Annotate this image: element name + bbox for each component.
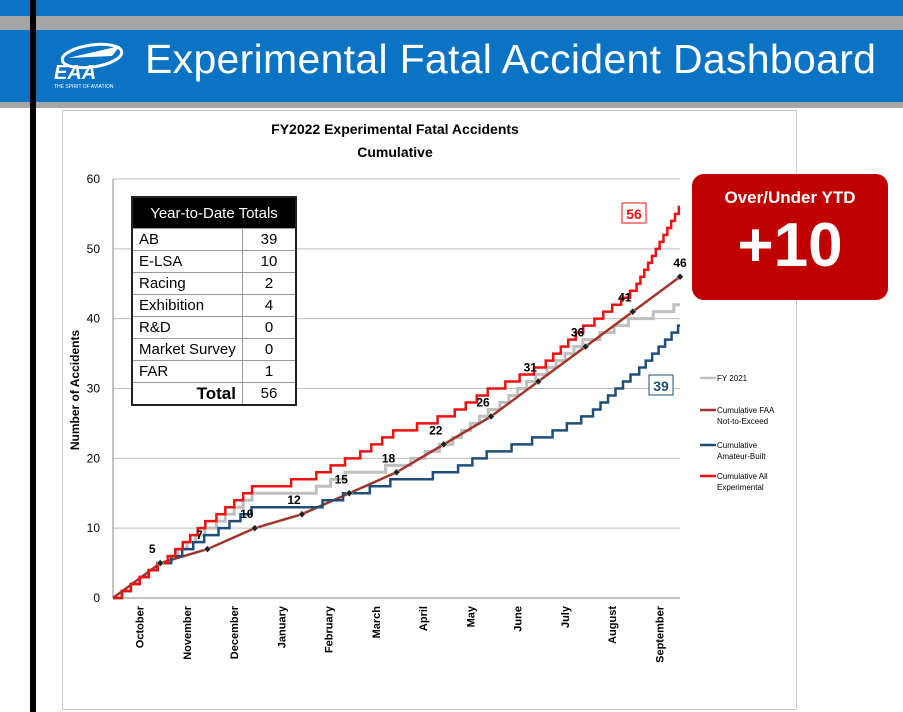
grey-stripe — [0, 102, 903, 108]
over-under-title: Over/Under YTD — [724, 188, 856, 207]
top-band — [0, 0, 903, 16]
page-title: Experimental Fatal Accident Dashboard — [145, 36, 877, 82]
x-tick-label: July — [560, 605, 572, 628]
x-tick-label: September — [654, 605, 666, 663]
ytd-row-label: Market Survey — [131, 338, 243, 361]
total-label: Total — [131, 382, 243, 406]
ytd-row-label: R&D — [131, 316, 243, 339]
data-marker — [439, 440, 448, 449]
ytd-total-row: Total 56 — [131, 382, 297, 406]
data-label: 36 — [571, 326, 585, 340]
x-tick-label: March — [371, 606, 383, 639]
x-tick-label: January — [276, 605, 288, 648]
x-tick-label: October — [135, 605, 147, 648]
data-label: 22 — [429, 423, 443, 437]
data-marker — [487, 412, 495, 421]
end-label: 56 — [626, 206, 642, 222]
x-tick-label: November — [182, 605, 194, 660]
x-tick-label: February — [324, 605, 336, 653]
data-label: 18 — [382, 451, 396, 465]
y-tick-label: 20 — [87, 451, 101, 465]
over-under-value: +10 — [737, 211, 843, 280]
eaa-logo: EAA THE SPIRIT OF AVIATION — [54, 42, 124, 90]
chart-panel — [62, 110, 797, 710]
data-marker — [581, 342, 590, 351]
y-tick-label: 40 — [87, 312, 101, 326]
y-tick-label: 30 — [87, 382, 101, 396]
end-label-box — [648, 374, 674, 396]
ytd-row: AB 39 — [131, 228, 297, 251]
header-bar — [0, 30, 903, 102]
ytd-row-value: 0 — [242, 316, 297, 339]
ytd-row-value: 10 — [242, 250, 297, 273]
data-label: 15 — [335, 472, 349, 486]
ytd-row: Market Survey 0 — [131, 338, 297, 361]
ytd-row-value: 1 — [242, 360, 297, 383]
data-label: 5 — [149, 542, 156, 556]
left-border — [30, 0, 36, 712]
data-marker — [203, 545, 212, 553]
ytd-row: Exhibition 4 — [131, 294, 297, 317]
x-tick-label: August — [607, 606, 619, 644]
data-marker — [156, 559, 165, 567]
legend-label: FY 2021 — [717, 374, 748, 383]
data-label: 7 — [196, 528, 203, 542]
logo-text: EAA — [54, 62, 96, 84]
ytd-row: FAR 1 — [131, 360, 297, 383]
data-label: 46 — [673, 256, 687, 270]
ytd-row-label: Exhibition — [131, 294, 243, 317]
data-marker — [534, 377, 543, 386]
ytd-row-label: Racing — [131, 272, 243, 295]
legend-label: Cumulative FAA Not-to-Exceed — [717, 406, 775, 426]
y-axis-label: Number of Accidents — [68, 330, 82, 451]
data-label: 26 — [476, 395, 490, 409]
ytd-table-title: Year-to-Date Totals — [132, 197, 296, 229]
ytd-row: R&D 0 — [131, 316, 297, 339]
logo-tagline: THE SPIRIT OF AVIATION — [54, 84, 114, 90]
data-marker — [345, 489, 354, 498]
ytd-totals-table: Year-to-Date Totals AB 39 E-LSA 10 Racing 2 Ex… — [131, 196, 297, 406]
chart-subtitle: Cumulative — [357, 144, 433, 160]
y-tick-label: 50 — [87, 242, 101, 256]
legend-label: Cumulative All Experimental — [717, 472, 768, 492]
ytd-row-label: AB — [131, 228, 243, 251]
ytd-row-value: 0 — [242, 338, 297, 361]
grey-stripe — [0, 16, 903, 30]
x-tick-label: May — [465, 605, 477, 627]
ytd-row: E-LSA 10 — [131, 250, 297, 273]
data-marker — [676, 272, 684, 281]
x-tick-label: June — [513, 606, 525, 632]
data-label: 31 — [524, 361, 538, 375]
x-tick-label: December — [229, 605, 241, 659]
ytd-row-value: 4 — [242, 294, 297, 317]
y-tick-label: 10 — [87, 521, 101, 535]
ytd-row-value: 39 — [242, 228, 297, 251]
data-label: 41 — [618, 291, 632, 305]
data-label: 12 — [287, 493, 301, 507]
series-line-2 — [113, 324, 680, 600]
data-marker — [392, 468, 401, 477]
end-label: 39 — [653, 378, 669, 394]
ytd-row: Racing 2 — [131, 272, 297, 295]
data-marker — [298, 510, 306, 519]
end-label-box — [621, 202, 647, 224]
over-under-box: Over/Under YTD +10 — [692, 174, 888, 300]
legend-label: Cumulative Amateur-Built — [717, 441, 766, 461]
ytd-row-label: E-LSA — [131, 250, 243, 273]
data-marker — [628, 307, 637, 316]
ytd-row-value: 2 — [242, 272, 297, 295]
series-line-3 — [113, 205, 681, 600]
data-marker — [250, 524, 259, 533]
total-value: 56 — [242, 382, 297, 406]
x-tick-label: April — [418, 606, 430, 631]
data-label: 10 — [240, 507, 254, 521]
ytd-row-label: FAR — [131, 360, 243, 383]
y-tick-label: 0 — [93, 591, 100, 605]
chart-title: FY2022 Experimental Fatal Accidents — [271, 121, 519, 137]
y-tick-label: 60 — [87, 172, 101, 186]
